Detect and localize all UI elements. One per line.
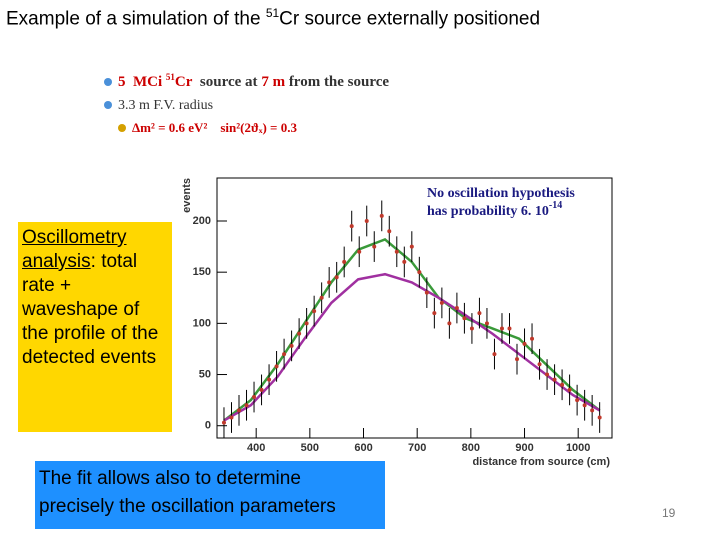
x-tick-label: 700 — [408, 442, 426, 454]
data-point — [560, 382, 565, 387]
data-point — [545, 372, 550, 377]
data-point — [372, 244, 377, 249]
data-point — [447, 321, 452, 326]
data-point — [597, 415, 602, 420]
annotation: has probability 6. 10-14 — [427, 200, 562, 219]
data-point — [312, 309, 317, 314]
title-text: Example of a simulation of the — [6, 8, 266, 30]
data-point — [402, 259, 407, 264]
data-point — [552, 377, 557, 382]
bullet-text: MCi — [133, 74, 163, 90]
note-box: The fit allows also to determine precise… — [35, 461, 385, 529]
title-text: Cr source externally positioned — [279, 8, 541, 30]
note-text: Oscillometry analysis — [22, 227, 127, 272]
data-point — [575, 398, 580, 403]
slide-title: Example of a simulation of the 51Cr sour… — [6, 6, 540, 30]
data-point — [387, 229, 392, 234]
data-point — [515, 357, 520, 362]
x-tick-label: 1000 — [566, 442, 590, 454]
note-box: Oscillometry analysis: total rate + wave… — [18, 222, 172, 432]
data-point — [237, 408, 242, 413]
data-point — [319, 295, 324, 300]
bullet-text: 5 — [118, 74, 126, 90]
data-point — [274, 364, 279, 369]
data-point — [417, 270, 422, 275]
y-tick-label: 150 — [193, 266, 211, 278]
y-axis-label: events — [181, 178, 193, 213]
data-point — [537, 362, 542, 367]
bullet-text: from the source — [288, 74, 390, 90]
fit-curve — [223, 272, 601, 422]
bullet-text: 7 m — [261, 74, 286, 90]
data-point — [267, 377, 272, 382]
data-point — [221, 420, 226, 425]
data-point — [499, 326, 504, 331]
data-point — [304, 321, 309, 326]
data-point — [432, 311, 437, 316]
y-tick-label: 100 — [193, 317, 211, 329]
data-point — [477, 311, 482, 316]
bullet-text: 3.3 m F.V. radius — [118, 98, 214, 113]
data-point — [394, 249, 399, 254]
data-point — [282, 352, 287, 357]
data-point — [357, 249, 362, 254]
data-point — [409, 244, 414, 249]
x-tick-label: 600 — [354, 442, 372, 454]
data-point — [462, 316, 467, 321]
annotation-text: has probability 6. 10 — [427, 204, 549, 219]
page-number: 19 — [662, 506, 676, 520]
y-tick-label: 200 — [193, 215, 211, 227]
data-point — [327, 280, 332, 285]
x-tick-label: 800 — [462, 442, 480, 454]
plot-frame — [216, 177, 613, 439]
data-point — [582, 403, 587, 408]
data-point — [454, 306, 459, 310]
data-point — [349, 224, 354, 229]
data-point — [484, 321, 489, 326]
bullet-text: source at — [199, 74, 258, 90]
bullet: 3.3 m F.V. radius — [104, 98, 213, 114]
data-point — [244, 403, 249, 408]
title-sup: 51 — [265, 6, 280, 20]
data-point — [379, 213, 384, 218]
annotation-sup: -14 — [549, 200, 562, 211]
x-tick-label: 900 — [515, 442, 533, 454]
data-point — [342, 259, 347, 264]
bullet-text: 51 — [165, 72, 175, 82]
x-tick-label: 400 — [247, 442, 265, 454]
data-point — [252, 395, 257, 400]
data-point — [297, 331, 302, 336]
x-tick-label: 500 — [301, 442, 319, 454]
data-point — [567, 387, 572, 392]
fit-curve — [223, 237, 601, 422]
data-point — [424, 290, 429, 295]
data-point — [507, 326, 512, 331]
data-point — [469, 326, 474, 331]
annotation: No oscillation hypothesis — [427, 186, 575, 201]
x-axis-label: distance from source (cm) — [472, 456, 610, 468]
bullet: 5 MCi 51Cr source at 7 m from the source — [104, 72, 389, 91]
y-tick-label: 50 — [199, 368, 211, 380]
data-point — [289, 343, 294, 348]
bullet-text: Δm² = 0.6 eV² — [132, 120, 208, 135]
bullet: Δm² = 0.6 eV² sin²(2ϑₓ) = 0.3 — [118, 120, 297, 136]
data-point — [590, 408, 595, 413]
data-point — [334, 275, 339, 280]
bullet-text: sin²(2ϑₓ) = 0.3 — [220, 120, 297, 135]
y-tick-label: 0 — [205, 420, 211, 432]
data-point — [439, 300, 444, 305]
data-point — [530, 336, 535, 341]
bullet-text: Cr — [174, 74, 193, 90]
data-point — [522, 341, 527, 346]
data-point — [492, 352, 497, 357]
data-point — [259, 387, 264, 392]
note-text: : total rate + waveshape of the profile … — [22, 251, 159, 368]
data-point — [229, 415, 234, 420]
data-point — [364, 218, 369, 223]
